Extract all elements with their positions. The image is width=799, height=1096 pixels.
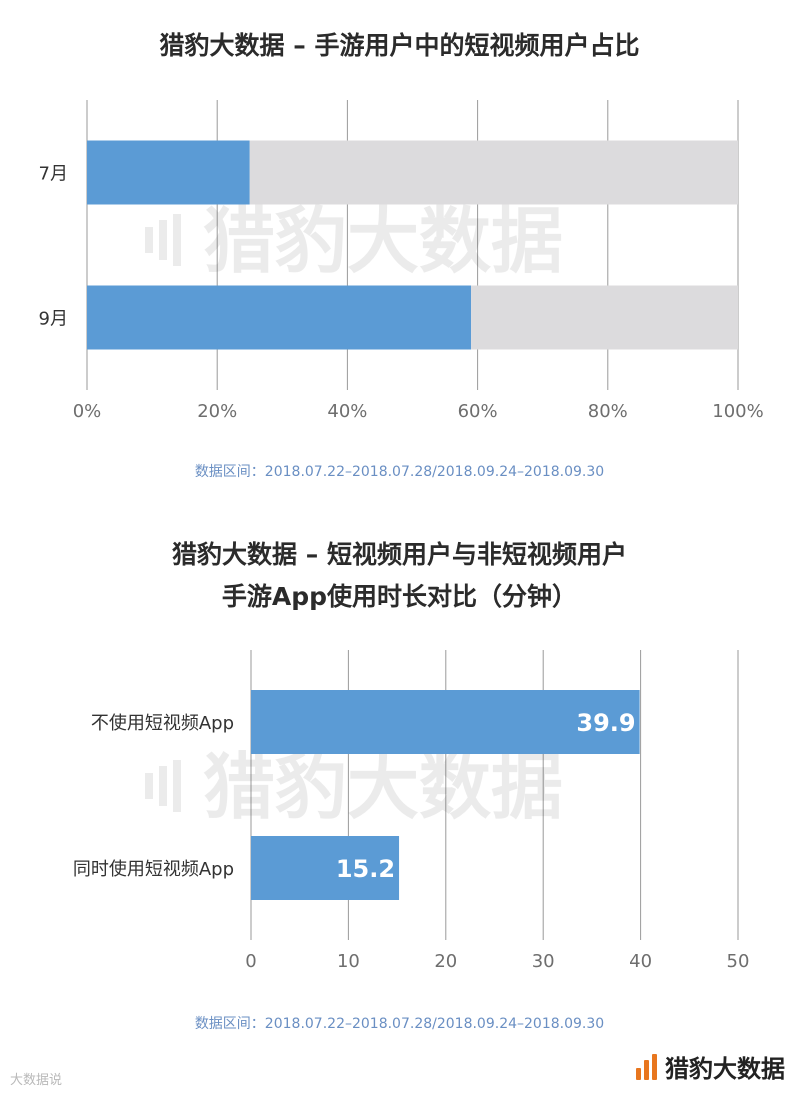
watermark: 猎豹大数据 bbox=[145, 745, 563, 829]
category-label-1: 9月 bbox=[39, 309, 68, 330]
x-tick-label-3: 30 bbox=[532, 951, 555, 972]
chart2-title-line1: 猎豹大数据 – 短视频用户与非短视频用户 bbox=[172, 540, 627, 569]
chart1-svg: 0% 20% 40% 60% 80% 100% 猎豹大数据 7月 9月 bbox=[39, 100, 764, 422]
x-tick-label-0: 0% bbox=[73, 401, 102, 422]
data-label-0: 39.9 bbox=[576, 709, 635, 737]
watermark-bar-0 bbox=[145, 773, 153, 799]
x-tick-label-4: 80% bbox=[588, 401, 628, 422]
bar-1-series-1 bbox=[471, 285, 738, 350]
category-label-0: 不使用短视频App bbox=[91, 713, 234, 734]
corner-watermark: 大数据说 bbox=[10, 1073, 63, 1088]
x-tick-label-5: 100% bbox=[712, 401, 763, 422]
x-tick-label-3: 60% bbox=[458, 401, 498, 422]
bar-0 bbox=[251, 690, 640, 754]
chart2-svg: 0 10 20 30 40 50 猎豹大数据 39.9 不使用短视频App 15.2 同时使用短视频… bbox=[73, 650, 750, 972]
category-label-1: 同时使用短视频App bbox=[73, 859, 234, 880]
chart1-title: 猎豹大数据 – 手游用户中的短视频用户占比 bbox=[159, 31, 640, 60]
watermark-bar-2 bbox=[173, 760, 181, 812]
x-tick-label-1: 10 bbox=[337, 951, 360, 972]
brand-name: 猎豹大数据 bbox=[665, 1055, 785, 1083]
brand-logo: 猎豹大数据 bbox=[636, 1049, 785, 1084]
watermark-text: 猎豹大数据 bbox=[203, 745, 563, 829]
x-tick-label-1: 20% bbox=[197, 401, 237, 422]
chart1-note: 数据区间：2018.07.22–2018.07.28/2018.09.24–20… bbox=[194, 464, 605, 480]
x-tick-label-2: 40% bbox=[327, 401, 367, 422]
chart2-note: 数据区间：2018.07.22–2018.07.28/2018.09.24–20… bbox=[194, 1016, 605, 1032]
category-label-0: 7月 bbox=[39, 164, 68, 185]
x-tick-label-5: 50 bbox=[727, 951, 750, 972]
x-tick-label-4: 40 bbox=[629, 951, 652, 972]
data-label-1: 15.2 bbox=[336, 855, 395, 883]
brand-bars-icon bbox=[636, 1053, 657, 1080]
bar-1 bbox=[251, 836, 400, 900]
bar-0-series-1 bbox=[249, 140, 738, 205]
watermark-bar-2 bbox=[173, 214, 181, 266]
x-tick-label-0: 0 bbox=[245, 951, 256, 972]
x-tick-label-2: 20 bbox=[434, 951, 457, 972]
watermark-bar-1 bbox=[159, 766, 167, 806]
bar-1-series-0 bbox=[87, 285, 472, 350]
watermark: 猎豹大数据 bbox=[145, 199, 563, 283]
watermark-bar-1 bbox=[159, 220, 167, 260]
watermark-text: 猎豹大数据 bbox=[203, 199, 563, 283]
chart2-title-line2: 手游App使用时长对比（分钟） bbox=[221, 582, 578, 611]
bar-0-series-0 bbox=[87, 140, 250, 205]
watermark-bar-0 bbox=[145, 227, 153, 253]
